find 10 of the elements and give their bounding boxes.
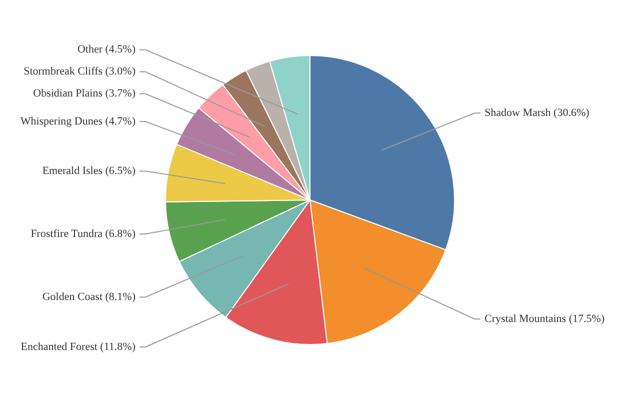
slice-label: Emerald Isles (6.5%) xyxy=(42,164,136,177)
slice-label: Golden Coast (8.1%) xyxy=(42,290,136,303)
slice-label: Enchanted Forest (11.8%) xyxy=(20,340,136,353)
slice-label: Whispering Dunes (4.7%) xyxy=(20,115,136,128)
slice-label: Other (4.5%) xyxy=(77,44,136,56)
slice-label: Obsidian Plains (3.7%) xyxy=(33,88,136,100)
slice-label: Stormbreak Cliffs (3.0%) xyxy=(24,66,136,78)
slice-label: Crystal Mountains (17.5%) xyxy=(484,312,605,325)
slice-label: Shadow Marsh (30.6%) xyxy=(484,107,590,120)
slice-label: Frostfire Tundra (6.8%) xyxy=(30,228,136,240)
